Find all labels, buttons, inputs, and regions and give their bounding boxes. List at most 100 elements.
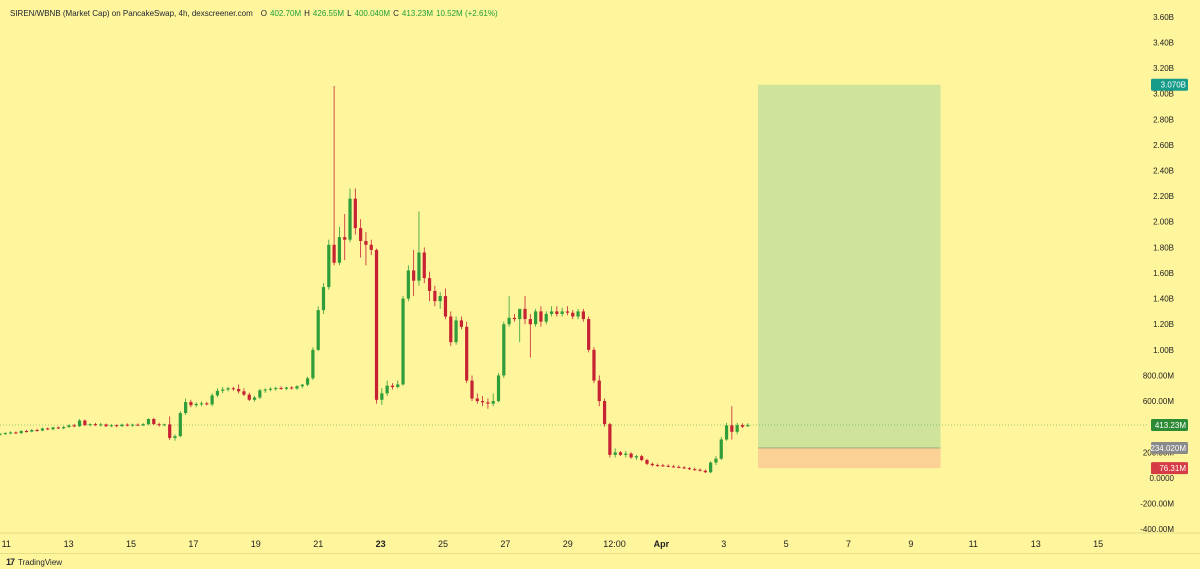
- y-tick-label: 1.00B: [1153, 346, 1174, 355]
- candle-body: [62, 426, 66, 429]
- candle-body: [99, 424, 103, 426]
- candle-body: [337, 237, 342, 263]
- candle: [316, 306, 320, 352]
- candle-body: [496, 375, 501, 402]
- candle-body: [321, 287, 326, 311]
- x-tick-label: Apr: [654, 539, 670, 549]
- candle: [136, 423, 140, 427]
- candle-body: [284, 387, 288, 389]
- candle-body: [459, 320, 463, 327]
- candle: [661, 463, 665, 467]
- candle-body: [629, 453, 633, 458]
- candle-body: [120, 424, 124, 427]
- candle: [693, 467, 697, 471]
- candle: [592, 347, 596, 384]
- candle: [602, 398, 607, 427]
- stop-badge-text: 76.31M: [1159, 464, 1186, 473]
- candle-body: [433, 290, 437, 302]
- candle-body: [88, 424, 92, 426]
- y-tick-label: 2.00B: [1153, 218, 1174, 227]
- candle-body: [93, 424, 98, 426]
- y-tick-label: 800.00M: [1143, 371, 1174, 380]
- candle-body: [332, 244, 336, 263]
- candle: [109, 424, 113, 428]
- candle: [454, 316, 458, 345]
- candle-body: [571, 312, 575, 317]
- candle-body: [369, 244, 373, 250]
- target-badge-bg: [1151, 78, 1188, 91]
- candlestick-chart[interactable]: 3.60B 3.40B 3.20B 3.00B 2.80B 2.60B 2.40B 2.20B…: [0, 0, 1200, 553]
- candle-body: [618, 452, 623, 455]
- candle-body: [427, 278, 432, 291]
- candle: [279, 386, 283, 390]
- candle: [698, 468, 702, 472]
- candle-body: [735, 425, 739, 432]
- candle-body: [210, 395, 214, 405]
- candle-body: [263, 389, 267, 391]
- candle: [449, 311, 453, 346]
- candle: [417, 211, 421, 286]
- last-price-badge-bg: [1151, 418, 1188, 431]
- candle: [252, 395, 257, 402]
- candle: [634, 454, 639, 460]
- candle-body: [608, 424, 612, 455]
- candle-body: [146, 419, 151, 425]
- candle-body: [523, 308, 527, 320]
- x-tick-label: 9: [908, 539, 913, 549]
- candle: [496, 372, 501, 403]
- candle-body: [587, 319, 591, 350]
- candle: [587, 316, 591, 353]
- candle-body: [555, 311, 559, 314]
- candle: [332, 85, 336, 266]
- candle: [618, 451, 623, 457]
- candle-body: [274, 388, 278, 390]
- candle-body: [290, 387, 294, 389]
- candle: [146, 418, 151, 426]
- candle: [380, 388, 384, 405]
- candle: [343, 214, 347, 261]
- candle: [221, 386, 225, 394]
- candle-body: [125, 424, 129, 426]
- candle: [321, 283, 326, 314]
- candle: [189, 399, 193, 408]
- candle: [93, 422, 98, 427]
- candle: [374, 248, 379, 404]
- candle-body: [364, 240, 368, 245]
- pair-title: SIREN/WBNB (Market Cap) on PancakeSwap, …: [10, 9, 253, 18]
- candle: [613, 448, 617, 458]
- candle-body: [682, 467, 686, 469]
- y-tick-label: 2.60B: [1153, 141, 1174, 150]
- candle-body: [51, 427, 55, 430]
- candle-body: [730, 425, 734, 432]
- candle: [666, 464, 670, 468]
- candle-body: [242, 391, 246, 395]
- tradingview-brand[interactable]: TradingView: [18, 557, 63, 567]
- candle-body: [491, 401, 495, 404]
- candle: [72, 423, 76, 428]
- candle: [438, 292, 442, 309]
- candle-body: [104, 424, 108, 427]
- candle: [337, 226, 342, 266]
- low-value: 400.040M: [354, 9, 391, 18]
- x-tick-label: 17: [188, 539, 198, 549]
- candle: [141, 423, 145, 427]
- candle: [544, 311, 548, 325]
- candle-body: [40, 428, 45, 431]
- candle: [539, 306, 543, 327]
- candle-body: [528, 319, 532, 325]
- target-badge-text: 3.070B: [1161, 81, 1186, 90]
- tradingview-logo-icon[interactable]: 17: [6, 557, 15, 567]
- candle: [3, 432, 7, 435]
- candle: [629, 452, 633, 459]
- candle: [157, 422, 161, 427]
- candle-body: [401, 298, 405, 385]
- x-tick-label: 12:00: [603, 539, 626, 549]
- candle: [125, 423, 129, 427]
- candle-body: [30, 430, 34, 432]
- candle: [427, 271, 432, 302]
- candle: [258, 388, 262, 400]
- candle-body: [396, 384, 400, 387]
- candle: [226, 386, 230, 392]
- candle-body: [634, 456, 639, 458]
- candle-body: [252, 397, 257, 400]
